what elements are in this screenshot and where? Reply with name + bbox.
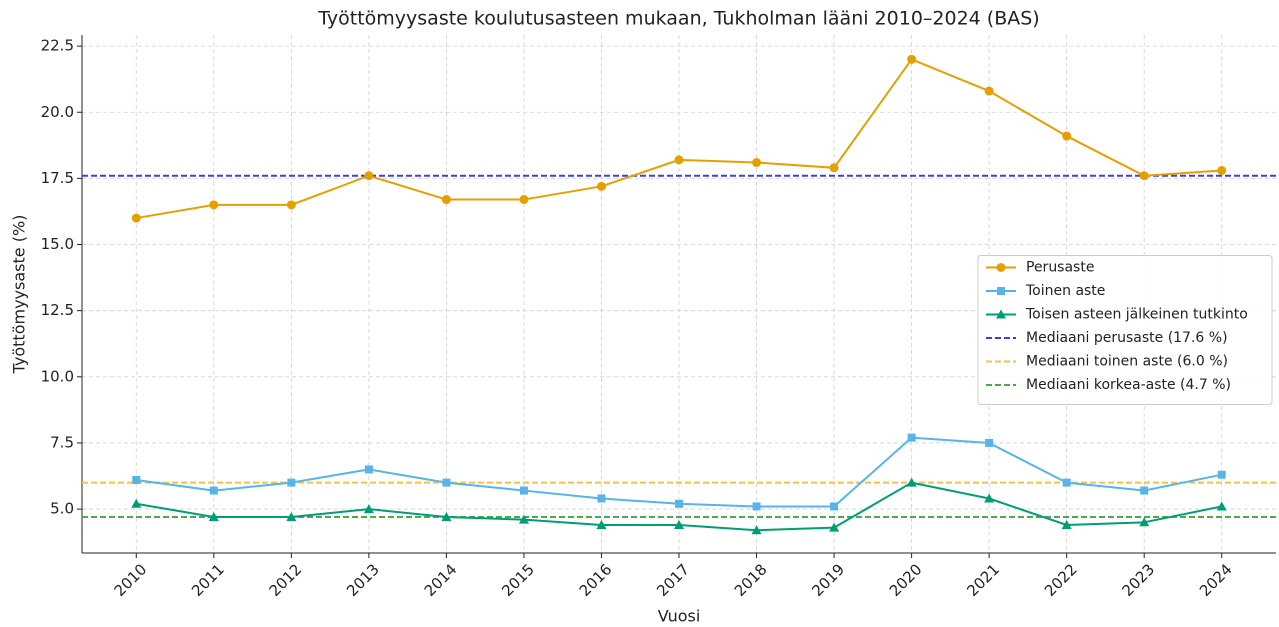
marker — [1062, 478, 1071, 487]
legend-label: Mediaani toinen aste (6.0 %) — [1026, 354, 1228, 370]
marker — [364, 465, 373, 474]
marker — [287, 478, 296, 487]
marker — [1139, 517, 1150, 527]
x-axis-label: Vuosi — [658, 607, 701, 626]
marker — [1217, 470, 1226, 479]
y-tick-label: 20.0 — [41, 103, 74, 121]
marker — [674, 155, 684, 165]
marker — [442, 478, 451, 487]
y-tick-label: 10.0 — [41, 367, 74, 385]
x-tick-label: 2013 — [343, 560, 383, 600]
marker — [752, 502, 761, 511]
marker — [209, 486, 218, 495]
marker — [985, 438, 994, 447]
legend-marker — [996, 263, 1006, 272]
chart-title: Työttömyysaste koulutusasteen mukaan, Tu… — [317, 8, 1039, 30]
marker — [518, 514, 529, 524]
marker — [829, 522, 840, 532]
marker — [1139, 171, 1149, 181]
x-tick-label: 2022 — [1041, 560, 1081, 600]
x-tick-label: 2012 — [266, 560, 306, 600]
y-tick-label: 17.5 — [41, 169, 74, 187]
legend-label: Toinen aste — [1025, 283, 1105, 299]
marker — [131, 498, 142, 508]
marker — [441, 512, 452, 522]
marker — [984, 86, 994, 96]
marker — [596, 519, 607, 529]
marker — [596, 181, 606, 191]
marker — [1216, 501, 1227, 511]
x-tick-label: 2023 — [1118, 560, 1158, 600]
marker — [1061, 519, 1072, 529]
marker — [1140, 486, 1149, 495]
marker — [286, 200, 296, 210]
marker — [674, 519, 684, 529]
marker — [1062, 131, 1072, 141]
marker — [519, 195, 529, 205]
marker — [208, 512, 219, 522]
marker — [752, 158, 762, 168]
x-tick-label: 2019 — [808, 560, 848, 600]
marker — [364, 171, 374, 181]
marker — [830, 502, 839, 511]
marker — [907, 54, 917, 64]
y-tick-label: 12.5 — [41, 301, 74, 319]
x-tick-label: 2011 — [188, 560, 228, 600]
y-axis-label: Työttömyysaste (%) — [10, 215, 29, 375]
legend-box — [977, 255, 1273, 405]
marker — [519, 486, 528, 495]
legend-label: Mediaani korkea-aste (4.7 %) — [1026, 377, 1231, 393]
marker — [209, 200, 219, 210]
marker — [286, 512, 297, 522]
x-tick-label: 2010 — [111, 560, 151, 600]
marker — [675, 499, 683, 508]
y-tick-label: 22.5 — [41, 37, 74, 55]
x-tick-label: 2018 — [731, 560, 771, 600]
x-tick-label: 2017 — [653, 560, 693, 600]
x-tick-label: 2020 — [886, 560, 926, 600]
legend-label: Mediaani perusaste (17.6 %) — [1026, 330, 1228, 346]
marker — [751, 525, 762, 535]
marker — [984, 493, 995, 503]
x-tick-label: 2024 — [1196, 560, 1236, 600]
marker — [597, 494, 606, 503]
marker — [363, 504, 374, 514]
legend-marker — [996, 309, 1006, 319]
x-tick-label: 2021 — [963, 560, 1003, 600]
x-tick-label: 2016 — [576, 560, 616, 600]
marker — [132, 475, 141, 484]
marker — [829, 163, 839, 173]
y-tick-label: 5.0 — [50, 500, 74, 518]
y-tick-label: 7.5 — [50, 433, 74, 451]
y-tick-label: 15.0 — [41, 235, 74, 253]
x-tick-label: 2014 — [421, 560, 461, 600]
marker — [441, 195, 451, 205]
legend-label: Toisen asteen jälkeinen tutkinto — [1025, 307, 1248, 323]
x-tick-label: 2015 — [498, 560, 538, 600]
legend-marker — [997, 287, 1005, 295]
marker — [906, 477, 917, 487]
marker — [131, 213, 141, 223]
marker — [1217, 165, 1227, 175]
series-line — [136, 58, 1222, 220]
marker — [907, 433, 916, 442]
legend-label: Perusaste — [1026, 260, 1094, 276]
